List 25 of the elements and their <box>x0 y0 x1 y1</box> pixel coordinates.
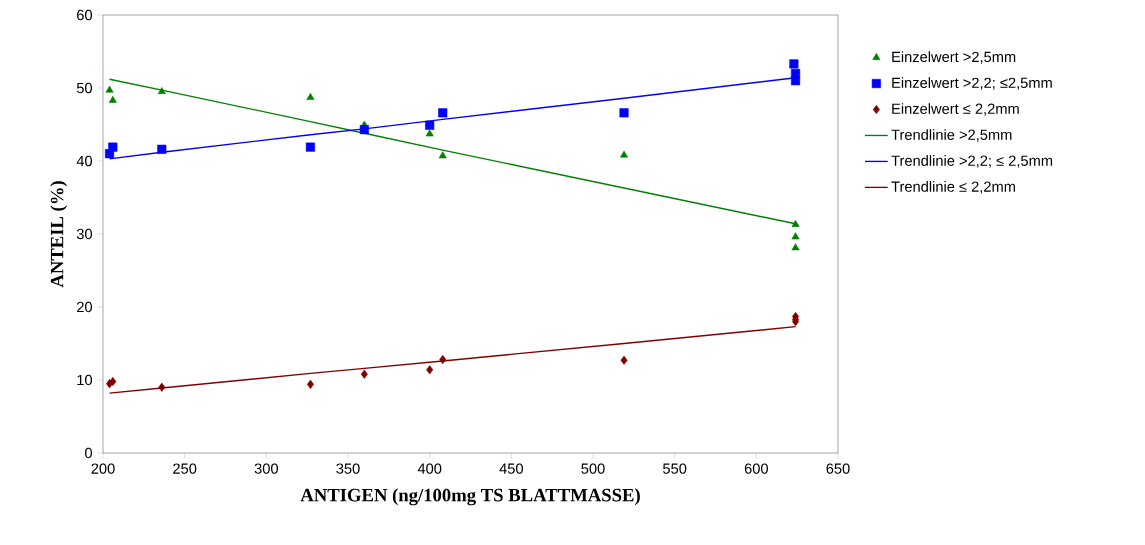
legend-label: Trendlinie ≤ 2,2mm <box>891 181 1015 194</box>
x-tick-label: 400 <box>417 463 442 474</box>
y-axis-title: ANTEIL (%) <box>50 181 68 288</box>
y-tick-label: 0 <box>85 447 93 459</box>
y-tick-label: 30 <box>76 228 93 240</box>
x-tick-label: 200 <box>91 463 115 474</box>
x-tick-label: 650 <box>826 463 850 474</box>
x-tick-label: 450 <box>499 463 523 474</box>
y-tick-label: 10 <box>77 374 93 386</box>
x-tick-label: 300 <box>254 463 278 474</box>
legend-label: Trendlinie >2,5mm <box>891 129 1012 142</box>
x-tick-label: 250 <box>173 463 197 474</box>
x-tick-label: 550 <box>663 463 687 474</box>
y-tick-label: 40 <box>76 155 93 167</box>
x-tick-label: 500 <box>581 463 605 474</box>
y-tick-label: 50 <box>76 82 93 94</box>
x-axis-title: ANTIGEN (ng/100mg TS BLATTMASSE) <box>300 488 640 506</box>
legend-label: Einzelwert ≤ 2,2mm <box>892 103 1019 116</box>
legend-label: Trendlinie >2,2; ≤ 2,5mm <box>891 155 1053 168</box>
y-tick-label: 20 <box>77 301 93 313</box>
y-tick-label: 60 <box>77 9 93 21</box>
legend-label: Einzelwert >2,2; ≤2,5mm <box>892 77 1052 90</box>
x-tick-label: 350 <box>336 463 360 474</box>
legend-label: Einzelwert >2,5mm <box>892 51 1016 64</box>
x-tick-label: 600 <box>744 463 768 474</box>
